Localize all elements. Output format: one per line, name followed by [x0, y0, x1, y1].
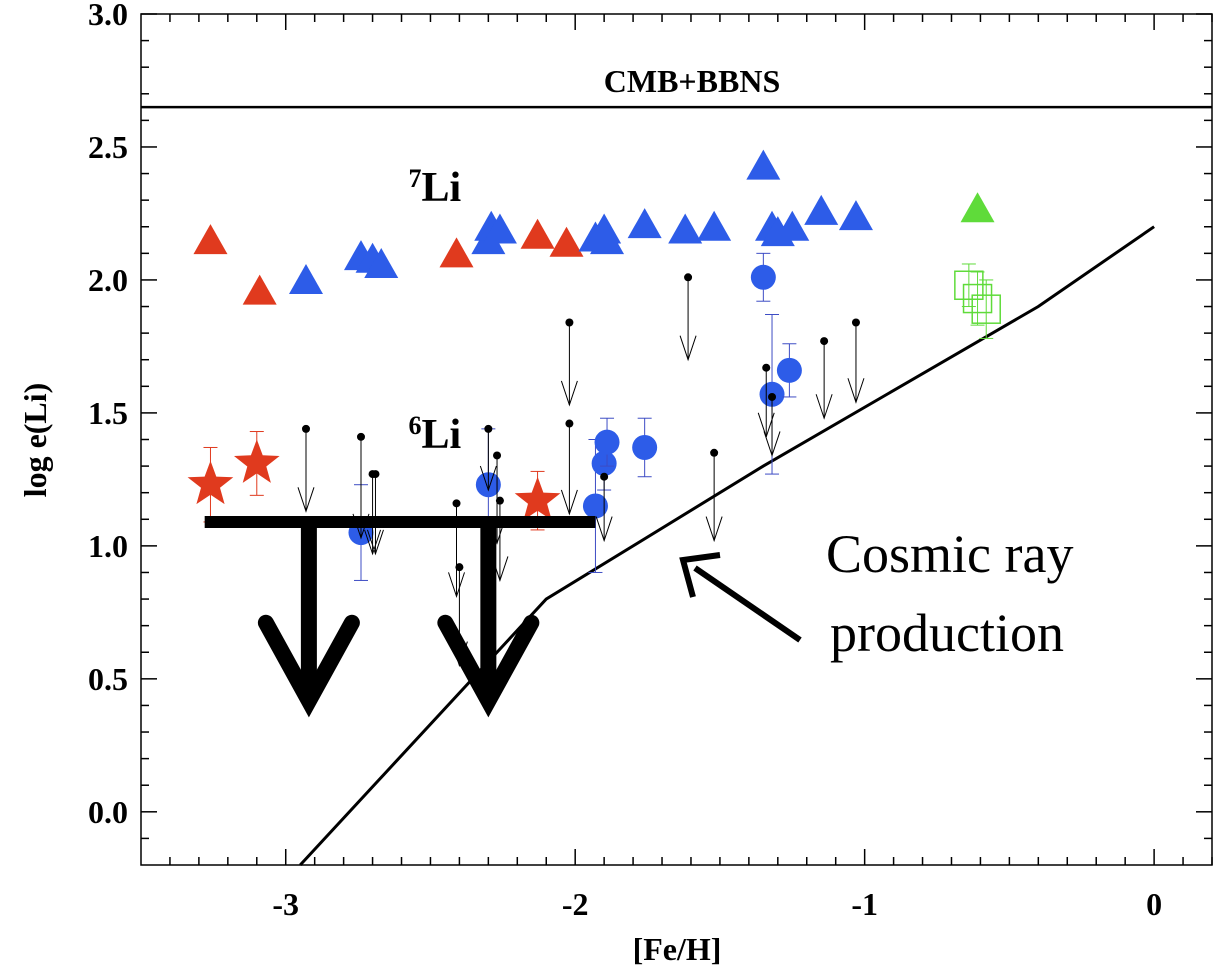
x-tick-label: -3: [272, 886, 299, 922]
triangle-point: [746, 149, 781, 180]
triangle-point: [668, 213, 703, 244]
upper-limit-arrowhead: [679, 335, 697, 362]
x-tick-label: -2: [562, 886, 589, 922]
triangle-point: [804, 194, 839, 225]
open-square-point: [971, 294, 1001, 324]
star-point: [514, 476, 561, 521]
star-point: [187, 460, 234, 505]
triangle-point: [439, 237, 474, 268]
triangle-point: [590, 224, 625, 255]
upper-limit-bar: [204, 515, 596, 718]
circle-point: [594, 429, 620, 455]
triangle-point: [193, 224, 228, 255]
triangle-point: [960, 192, 995, 223]
open-square-point: [962, 283, 993, 314]
cosmic-ray-label-line2: production: [830, 603, 1064, 663]
circle-point: [632, 434, 658, 460]
y-axis-title: log e(Li): [17, 383, 53, 498]
triangle-point: [775, 210, 810, 241]
upper-limit-arrowhead: [847, 378, 865, 404]
big-arrow-head: [257, 614, 360, 718]
triangle-point: [697, 210, 732, 241]
y-tick-label: 1.0: [88, 528, 128, 564]
upper-limit-arrowhead: [763, 431, 781, 458]
circle-point: [582, 493, 608, 519]
upper-limit-arrowhead: [479, 465, 497, 492]
y-tick-label: 1.5: [88, 395, 128, 431]
circle-point: [591, 450, 617, 476]
circle-point: [776, 357, 802, 383]
cosmic-ray-curve: [299, 225, 1155, 867]
x-axis-title: [Fe/H]: [633, 931, 722, 967]
triangle-point: [364, 248, 399, 279]
cosmic-ray-pointer-arrow: [679, 552, 802, 643]
triangle-point: [838, 200, 873, 231]
x-tick-label: 0: [1146, 886, 1162, 922]
triangle-point: [627, 208, 662, 239]
upper-limit-arrowhead: [560, 489, 578, 516]
cosmic-ray-label-line1: Cosmic ray: [826, 524, 1073, 584]
triangle-point: [242, 274, 277, 305]
upper-limit-arrowhead: [366, 529, 384, 556]
y-tick-label: 2.5: [88, 129, 128, 165]
y-tick-label: 3.0: [88, 0, 128, 32]
li7-text: Li: [421, 165, 461, 211]
upper-limit-arrowhead: [364, 529, 382, 556]
upper-limit-arrowhead: [448, 572, 465, 598]
cmb-bbns-label: CMB+BBNS: [604, 63, 780, 99]
triangle-point: [520, 218, 555, 249]
y-tick-label: 2.0: [88, 262, 128, 298]
li7-superscript: 7: [408, 164, 421, 193]
y-tick-labels: 0.0 0.5 1.0 1.5 2.0 2.5 3.0: [88, 0, 128, 830]
upper-limit-arrowhead: [297, 487, 315, 513]
upper-limit-arrowhead: [595, 516, 613, 543]
triangle-point: [288, 263, 323, 294]
li6-text: Li: [421, 412, 461, 458]
circle-point: [750, 264, 776, 290]
upper-limit-arrowhead: [705, 516, 723, 543]
big-arrow-head: [437, 614, 540, 718]
upper-limit-arrowhead: [560, 380, 578, 407]
plot-frame: [140, 13, 1213, 866]
upper-limit-arrowhead: [815, 394, 833, 420]
li6-label: 6Li: [408, 411, 461, 458]
axis-ticks: [141, 13, 1213, 865]
data-marks: [187, 149, 1001, 668]
x-tick-labels: -3 -2 -1 0: [272, 886, 1162, 922]
triangle-point: [482, 213, 517, 244]
li6-superscript: 6: [408, 411, 421, 440]
x-tick-label: -1: [851, 886, 878, 922]
li7-label: 7Li: [408, 164, 461, 211]
y-tick-label: 0.5: [88, 661, 128, 697]
triangle-point: [549, 226, 584, 257]
y-tick-label: 0.0: [88, 794, 128, 830]
star-point: [234, 439, 280, 483]
